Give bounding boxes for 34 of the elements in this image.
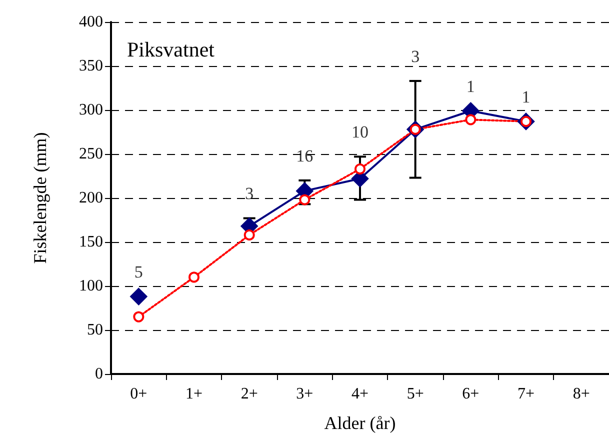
y-tick-label: 150 [79, 234, 103, 250]
text: Piksvatnet [127, 38, 215, 62]
annotation: 1 [466, 76, 475, 96]
x-tick-label: 5+ [406, 386, 424, 402]
x-tick-label: 8+ [572, 386, 590, 402]
x-tick-label: 4+ [351, 386, 369, 402]
y-tick-label: 200 [79, 190, 103, 206]
y-tick-label: 50 [87, 322, 103, 338]
annotation: 5 [134, 262, 143, 282]
x-tick-label: 6+ [462, 386, 480, 402]
point [465, 114, 476, 126]
y-axis-title: Fiskelengde (mm) [30, 132, 50, 264]
point [133, 311, 144, 322]
annotation: 3 [411, 46, 420, 66]
point [299, 194, 310, 206]
annotation: 10 [352, 122, 368, 142]
x-tick-label: 3+ [296, 386, 314, 402]
y-tick-label: 250 [79, 146, 103, 162]
annotation: 1 [522, 87, 530, 106]
point [188, 272, 200, 283]
y-tick-label: 400 [79, 14, 103, 30]
y-tick-label: 0 [95, 366, 103, 382]
point [354, 163, 366, 174]
x-axis-title: Alder (år) [324, 413, 396, 433]
x-tick-label: 0+ [130, 386, 148, 402]
point [130, 288, 148, 306]
annotation: 3 [245, 184, 254, 204]
y-tick-label: 300 [79, 102, 103, 118]
y-tick-label: 100 [79, 278, 103, 294]
x-tick-label: 7+ [517, 386, 535, 402]
point [244, 229, 255, 240]
y-tick-label: 350 [79, 58, 103, 74]
x-tick-label: 1+ [185, 386, 203, 402]
x-tick-label: 2+ [240, 386, 258, 402]
